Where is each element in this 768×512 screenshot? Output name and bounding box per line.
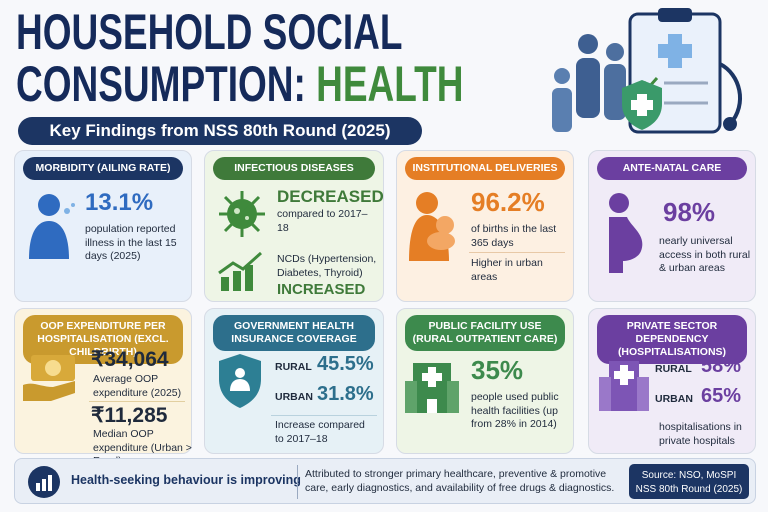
- stat-value: 96.2%: [471, 187, 545, 217]
- icon: [23, 355, 75, 401]
- icon: [218, 251, 262, 291]
- card-title: INSTITUTIONAL DELIVERIES: [405, 157, 565, 181]
- stat-value: ₹34,064: [91, 348, 169, 371]
- card-title: GOVERNMENT HEALTH INSURANCE COVERAGE: [213, 315, 375, 352]
- stat-value: 35%: [471, 355, 524, 385]
- stat-value: 98%: [663, 197, 716, 227]
- footer-headline: Health-seeking behaviour is improving: [71, 473, 301, 487]
- card: ANTE-NATAL CARE 98% nearly universal acc…: [588, 150, 756, 302]
- divider: [271, 415, 377, 416]
- card: PUBLIC FACILITY USE (RURAL OUTPATIENT CA…: [396, 308, 574, 454]
- stat-text: Average OOP expenditure (2025): [93, 373, 182, 399]
- note: Higher in urban areas: [471, 257, 543, 283]
- source-line: NSS 80th Round (2025): [635, 483, 743, 495]
- icon: [409, 192, 455, 261]
- title-highlight: HEALTH: [316, 56, 464, 112]
- note: hospitalisations in private hospitals: [659, 421, 742, 447]
- stat-value: 31.8%: [317, 383, 374, 405]
- icon: [28, 466, 60, 498]
- source-box: Source: NSO, MoSPI NSS 80th Round (2025): [629, 464, 749, 499]
- card: GOVERNMENT HEALTH INSURANCE COVERAGE RUR…: [204, 308, 384, 454]
- icon: [405, 363, 459, 413]
- divider: [297, 465, 298, 499]
- stat-value: 58%: [701, 355, 742, 377]
- card-title: PRIVATE SECTOR DEPENDENCY (HOSPITALISATI…: [597, 315, 747, 365]
- icon: [609, 193, 643, 273]
- card-title: PUBLIC FACILITY USE (RURAL OUTPATIENT CA…: [405, 315, 565, 352]
- icon: [29, 194, 75, 259]
- ncd-text: NCDs (Hypertension, Diabetes, Thyroid): [277, 253, 377, 279]
- card: PRIVATE SECTOR DEPENDENCY (HOSPITALISATI…: [588, 308, 756, 454]
- source-line: Source: NSO, MoSPI: [641, 470, 737, 481]
- stat-value: ₹11,285: [91, 404, 168, 427]
- stat-value: 65%: [701, 385, 742, 407]
- row-label: RURAL: [275, 361, 312, 373]
- row-label: URBAN: [655, 393, 693, 405]
- card-title: INFECTIOUS DISEASES: [213, 157, 375, 181]
- divider: [469, 252, 565, 253]
- icon: [219, 191, 265, 237]
- stat-text: of births in the last 365 days: [471, 223, 557, 249]
- stat-text: people used public health facilities (up…: [471, 391, 559, 431]
- stat-text: population reported illness in the last …: [85, 223, 177, 263]
- card: MORBIDITY (AILING RATE) 13.1% population…: [14, 150, 192, 302]
- card-title: ANTE-NATAL CARE: [597, 157, 747, 181]
- row-label: URBAN: [275, 391, 313, 403]
- stat-text: nearly universal access in both rural & …: [659, 235, 751, 275]
- status: INCREASED: [277, 281, 366, 298]
- stat-value: 45.5%: [317, 353, 374, 375]
- stat-value: 13.1%: [85, 189, 154, 216]
- subtitle: Key Findings from NSS 80th Round (2025): [18, 117, 422, 145]
- row-label: RURAL: [655, 363, 692, 375]
- header-illustration: [552, 8, 742, 134]
- title-line: HOUSEHOLD SOCIAL: [16, 4, 403, 60]
- status: DECREASED: [277, 187, 384, 206]
- footer-text: Attributed to stronger primary healthcar…: [305, 468, 615, 495]
- card-title: MORBIDITY (AILING RATE): [23, 157, 183, 181]
- divider: [89, 401, 185, 402]
- card: OOP EXPENDITURE PER HOSPITALISATION (EXC…: [14, 308, 192, 467]
- note: Increase compared to 2017–18: [275, 419, 365, 445]
- card: INSTITUTIONAL DELIVERIES 96.2% of births…: [396, 150, 574, 302]
- title-text: CONSUMPTION:: [16, 56, 306, 112]
- card: INFECTIOUS DISEASES DECREASED compared t…: [204, 150, 384, 302]
- icon: [599, 361, 649, 411]
- status-text: compared to 2017–18: [277, 208, 368, 234]
- icon: [219, 354, 261, 408]
- title-line: CONSUMPTION: HEALTH: [16, 58, 463, 110]
- footer: Health-seeking behaviour is improving At…: [14, 458, 756, 504]
